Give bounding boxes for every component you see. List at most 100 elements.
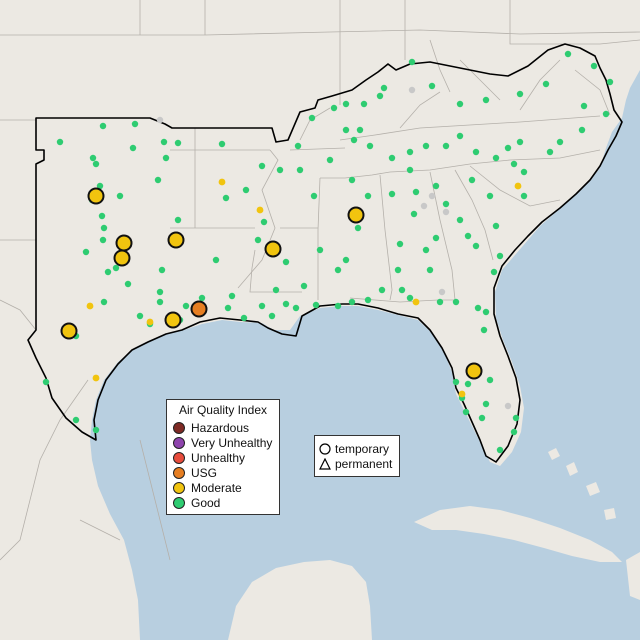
monitor-point-good[interactable] bbox=[442, 200, 450, 208]
monitor-point-good[interactable] bbox=[348, 176, 356, 184]
monitor-temporary-moderate[interactable] bbox=[167, 231, 185, 249]
monitor-point-good[interactable] bbox=[162, 154, 170, 162]
monitor-point-good[interactable] bbox=[156, 288, 164, 296]
monitor-point-nodata[interactable] bbox=[408, 86, 416, 94]
monitor-point-good[interactable] bbox=[56, 138, 64, 146]
monitor-point-good[interactable] bbox=[158, 266, 166, 274]
monitor-point-good[interactable] bbox=[82, 248, 90, 256]
monitor-point-good[interactable] bbox=[254, 236, 262, 244]
monitor-point-good[interactable] bbox=[334, 302, 342, 310]
monitor-point-good[interactable] bbox=[310, 192, 318, 200]
monitor-point-good[interactable] bbox=[116, 192, 124, 200]
monitor-point-good[interactable] bbox=[334, 266, 342, 274]
monitor-point-good[interactable] bbox=[486, 376, 494, 384]
monitor-point-good[interactable] bbox=[364, 296, 372, 304]
monitor-temporary-moderate[interactable] bbox=[113, 249, 131, 267]
monitor-temporary-moderate[interactable] bbox=[264, 240, 282, 258]
monitor-point-good[interactable] bbox=[456, 216, 464, 224]
monitor-point-good[interactable] bbox=[394, 266, 402, 274]
monitor-point-good[interactable] bbox=[156, 298, 164, 306]
monitor-point-good[interactable] bbox=[42, 378, 50, 386]
monitor-point-good[interactable] bbox=[464, 380, 472, 388]
monitor-point-good[interactable] bbox=[356, 126, 364, 134]
monitor-point-good[interactable] bbox=[452, 298, 460, 306]
monitor-point-good[interactable] bbox=[456, 132, 464, 140]
monitor-temporary-usg[interactable] bbox=[190, 300, 208, 318]
monitor-point-good[interactable] bbox=[350, 136, 358, 144]
monitor-point-moderate[interactable] bbox=[218, 178, 226, 186]
monitor-point-good[interactable] bbox=[224, 304, 232, 312]
monitor-point-moderate[interactable] bbox=[256, 206, 264, 214]
monitor-point-good[interactable] bbox=[330, 104, 338, 112]
monitor-temporary-moderate[interactable] bbox=[347, 206, 365, 224]
monitor-point-good[interactable] bbox=[472, 148, 480, 156]
monitor-point-good[interactable] bbox=[360, 100, 368, 108]
monitor-point-good[interactable] bbox=[520, 192, 528, 200]
monitor-point-moderate[interactable] bbox=[458, 390, 466, 398]
monitor-point-good[interactable] bbox=[136, 312, 144, 320]
monitor-point-good[interactable] bbox=[422, 142, 430, 150]
monitor-point-good[interactable] bbox=[294, 142, 302, 150]
monitor-point-good[interactable] bbox=[96, 182, 104, 190]
monitor-point-nodata[interactable] bbox=[156, 116, 164, 124]
monitor-point-good[interactable] bbox=[366, 142, 374, 150]
monitor-point-good[interactable] bbox=[504, 144, 512, 152]
monitor-point-good[interactable] bbox=[378, 286, 386, 294]
monitor-point-good[interactable] bbox=[99, 122, 107, 130]
monitor-point-good[interactable] bbox=[89, 154, 97, 162]
monitor-point-good[interactable] bbox=[112, 264, 120, 272]
monitor-point-good[interactable] bbox=[218, 140, 226, 148]
monitor-point-good[interactable] bbox=[174, 139, 182, 147]
monitor-point-good[interactable] bbox=[100, 224, 108, 232]
monitor-point-good[interactable] bbox=[258, 162, 266, 170]
monitor-point-nodata[interactable] bbox=[420, 202, 428, 210]
monitor-point-good[interactable] bbox=[174, 216, 182, 224]
monitor-point-good[interactable] bbox=[388, 190, 396, 198]
monitor-point-good[interactable] bbox=[300, 282, 308, 290]
monitor-point-moderate[interactable] bbox=[514, 182, 522, 190]
monitor-point-good[interactable] bbox=[154, 176, 162, 184]
monitor-point-good[interactable] bbox=[442, 142, 450, 150]
monitor-point-good[interactable] bbox=[131, 120, 139, 128]
monitor-temporary-moderate[interactable] bbox=[60, 322, 78, 340]
monitor-point-good[interactable] bbox=[198, 294, 206, 302]
monitor-point-good[interactable] bbox=[354, 224, 362, 232]
monitor-point-good[interactable] bbox=[556, 138, 564, 146]
monitor-point-good[interactable] bbox=[452, 378, 460, 386]
monitor-point-good[interactable] bbox=[292, 304, 300, 312]
monitor-point-good[interactable] bbox=[388, 154, 396, 162]
monitor-point-good[interactable] bbox=[258, 302, 266, 310]
monitor-point-good[interactable] bbox=[492, 222, 500, 230]
monitor-point-good[interactable] bbox=[129, 144, 137, 152]
monitor-point-good[interactable] bbox=[276, 166, 284, 174]
monitor-point-good[interactable] bbox=[462, 408, 470, 416]
monitor-temporary-moderate[interactable] bbox=[87, 187, 105, 205]
monitor-point-good[interactable] bbox=[496, 446, 504, 454]
monitor-point-good[interactable] bbox=[496, 252, 504, 260]
monitor-point-good[interactable] bbox=[482, 96, 490, 104]
monitor-point-good[interactable] bbox=[478, 414, 486, 422]
monitor-point-good[interactable] bbox=[380, 84, 388, 92]
monitor-point-good[interactable] bbox=[578, 126, 586, 134]
monitor-point-good[interactable] bbox=[396, 240, 404, 248]
monitor-point-good[interactable] bbox=[268, 312, 276, 320]
monitor-temporary-moderate[interactable] bbox=[465, 362, 483, 380]
monitor-point-good[interactable] bbox=[240, 314, 248, 322]
monitor-point-good[interactable] bbox=[464, 232, 472, 240]
monitor-point-good[interactable] bbox=[516, 90, 524, 98]
monitor-point-good[interactable] bbox=[472, 242, 480, 250]
monitor-point-good[interactable] bbox=[492, 154, 500, 162]
monitor-point-good[interactable] bbox=[348, 298, 356, 306]
monitor-point-good[interactable] bbox=[212, 256, 220, 264]
monitor-point-good[interactable] bbox=[104, 268, 112, 276]
monitor-point-good[interactable] bbox=[546, 148, 554, 156]
monitor-point-good[interactable] bbox=[590, 62, 598, 70]
monitor-point-good[interactable] bbox=[342, 126, 350, 134]
monitor-point-good[interactable] bbox=[260, 218, 268, 226]
monitor-point-good[interactable] bbox=[410, 210, 418, 218]
monitor-point-good[interactable] bbox=[428, 82, 436, 90]
monitor-point-good[interactable] bbox=[182, 302, 190, 310]
monitor-point-moderate[interactable] bbox=[86, 302, 94, 310]
monitor-point-moderate[interactable] bbox=[92, 374, 100, 382]
